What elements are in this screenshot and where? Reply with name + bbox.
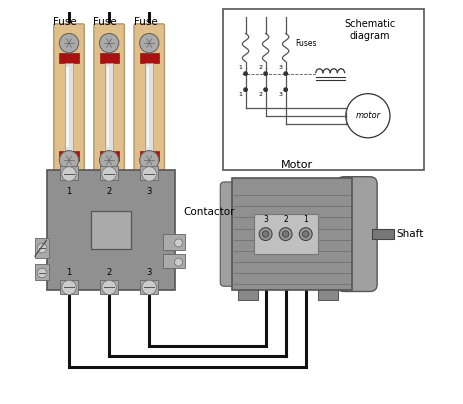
Circle shape — [142, 280, 156, 295]
Bar — [254, 214, 318, 254]
Bar — [59, 53, 79, 63]
Circle shape — [283, 71, 288, 76]
Bar — [232, 178, 352, 290]
Text: 2: 2 — [106, 268, 112, 277]
Text: 1: 1 — [239, 92, 243, 97]
Bar — [100, 53, 119, 63]
Circle shape — [100, 34, 119, 53]
Circle shape — [140, 34, 159, 53]
Text: Fuse: Fuse — [134, 17, 157, 27]
Circle shape — [299, 228, 312, 240]
Text: Fuses: Fuses — [296, 39, 317, 48]
Bar — [140, 166, 158, 180]
Bar — [163, 234, 185, 250]
Bar — [140, 151, 159, 161]
Bar — [100, 280, 118, 294]
Circle shape — [100, 151, 119, 170]
Circle shape — [346, 94, 390, 138]
FancyBboxPatch shape — [220, 182, 239, 286]
Circle shape — [142, 167, 156, 181]
Bar — [140, 280, 158, 294]
Circle shape — [259, 228, 272, 240]
Circle shape — [140, 151, 159, 170]
Bar — [224, 9, 424, 170]
Text: 3: 3 — [147, 187, 152, 196]
Bar — [65, 63, 73, 151]
Bar — [140, 53, 159, 63]
Circle shape — [279, 228, 292, 240]
Bar — [60, 280, 78, 294]
Circle shape — [175, 258, 182, 266]
Circle shape — [175, 239, 182, 247]
Bar — [147, 67, 149, 147]
Circle shape — [62, 167, 76, 181]
Text: 1: 1 — [66, 187, 72, 196]
Text: 2: 2 — [283, 215, 288, 225]
Text: Motor: Motor — [281, 160, 313, 170]
Text: 2: 2 — [106, 187, 112, 196]
Bar — [163, 254, 185, 268]
Bar — [106, 67, 109, 147]
Circle shape — [283, 87, 288, 92]
Circle shape — [38, 268, 47, 278]
Text: motor: motor — [356, 111, 381, 120]
Bar — [105, 63, 113, 151]
Circle shape — [243, 87, 248, 92]
Circle shape — [302, 231, 309, 237]
Text: 1: 1 — [239, 65, 243, 70]
Text: Contactor: Contactor — [183, 207, 235, 217]
Bar — [91, 211, 131, 249]
Text: 2: 2 — [259, 92, 263, 97]
Text: 3: 3 — [147, 268, 152, 277]
Text: 2: 2 — [259, 65, 263, 70]
Circle shape — [59, 151, 79, 170]
Text: 3: 3 — [263, 215, 268, 225]
Text: 3: 3 — [279, 65, 283, 70]
Bar — [59, 151, 79, 161]
Bar — [238, 289, 257, 300]
Text: Schematic
diagram: Schematic diagram — [344, 19, 395, 41]
Bar — [372, 229, 394, 239]
Bar — [100, 151, 119, 161]
Bar — [47, 170, 175, 290]
Bar — [35, 238, 49, 258]
Circle shape — [62, 280, 76, 295]
Text: 3: 3 — [279, 92, 283, 97]
Circle shape — [59, 34, 79, 53]
Circle shape — [102, 167, 116, 181]
Circle shape — [263, 87, 268, 92]
Text: Shaft: Shaft — [397, 229, 424, 239]
Circle shape — [243, 71, 248, 76]
Bar — [100, 166, 118, 180]
Bar — [66, 67, 69, 147]
Bar — [60, 166, 78, 180]
FancyBboxPatch shape — [134, 24, 164, 179]
FancyBboxPatch shape — [337, 177, 377, 291]
Bar — [318, 289, 338, 300]
Text: Fuse: Fuse — [53, 17, 77, 27]
Text: 1: 1 — [303, 215, 308, 225]
Bar — [35, 264, 49, 280]
Circle shape — [102, 280, 116, 295]
Bar — [145, 63, 153, 151]
FancyBboxPatch shape — [94, 24, 125, 179]
Text: 1: 1 — [66, 268, 72, 277]
Circle shape — [263, 231, 269, 237]
Circle shape — [282, 231, 289, 237]
Text: Fuse: Fuse — [94, 17, 117, 27]
Circle shape — [38, 243, 47, 253]
Circle shape — [263, 71, 268, 76]
FancyBboxPatch shape — [54, 24, 84, 179]
